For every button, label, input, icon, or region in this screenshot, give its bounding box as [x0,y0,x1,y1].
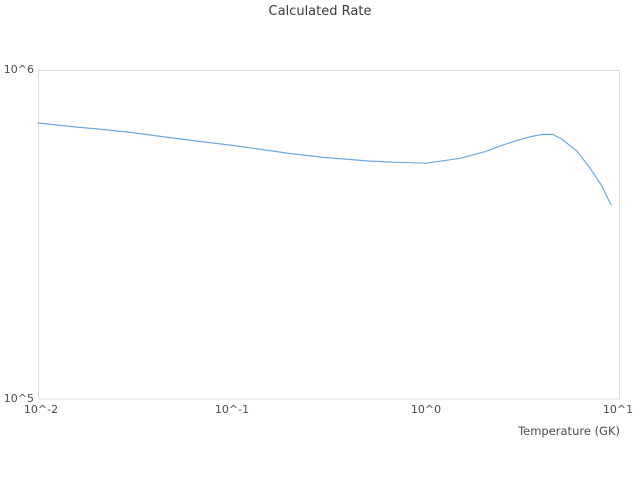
x-tick-10e-1: 10^-1 [214,403,250,416]
rate-line-series [37,122,612,206]
y-tick-10e6: 10^6 [3,63,34,76]
y-tick-10e5: 10^5 [3,392,34,405]
plot-border [38,70,620,400]
chart-title: Calculated Rate [268,4,372,19]
x-axis-label: Temperature (GK) [518,424,620,438]
x-tick-10e0: 10^0 [410,403,442,416]
x-tick-10e-2: 10^-2 [23,403,59,416]
x-tick-10e1: 10^1 [602,403,634,416]
